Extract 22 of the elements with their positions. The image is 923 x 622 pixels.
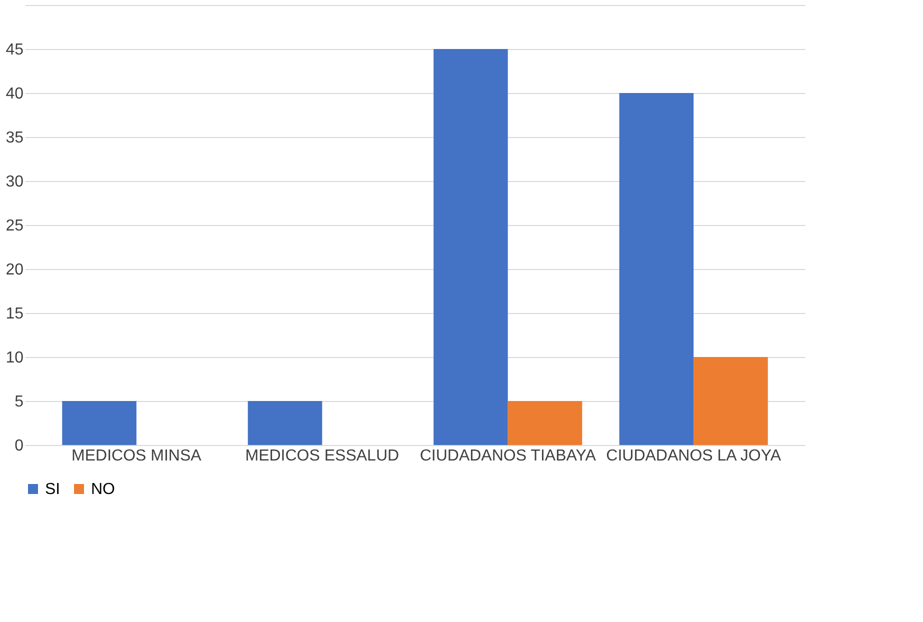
- x-tick-label: CIUDADANOS TIABAYA: [420, 448, 596, 464]
- bar: [248, 401, 322, 445]
- y-tick-label: 0: [14, 438, 24, 454]
- bar: [694, 357, 768, 445]
- y-tick-label: 25: [6, 218, 24, 234]
- bar: [62, 401, 136, 445]
- bar: [619, 93, 694, 445]
- x-tick-label: MEDICOS ESSALUD: [245, 448, 400, 464]
- x-tick-label: CIUDADANOS LA JOYA: [606, 448, 782, 464]
- y-tick-label: 20: [6, 262, 24, 278]
- y-tick-label: 45: [6, 42, 24, 58]
- y-tick-label: 35: [6, 130, 24, 146]
- y-tick-label: 40: [6, 86, 24, 102]
- legend-label: SI: [45, 481, 60, 498]
- bar: [434, 49, 508, 445]
- y-tick-label: 15: [6, 306, 24, 322]
- x-tick-label: MEDICOS MINSA: [72, 448, 202, 464]
- y-tick-label: 30: [6, 174, 24, 190]
- y-tick-label: 10: [6, 350, 24, 366]
- y-tick-label: 5: [14, 394, 24, 410]
- legend-label: NO: [91, 481, 115, 498]
- bar: [508, 401, 582, 445]
